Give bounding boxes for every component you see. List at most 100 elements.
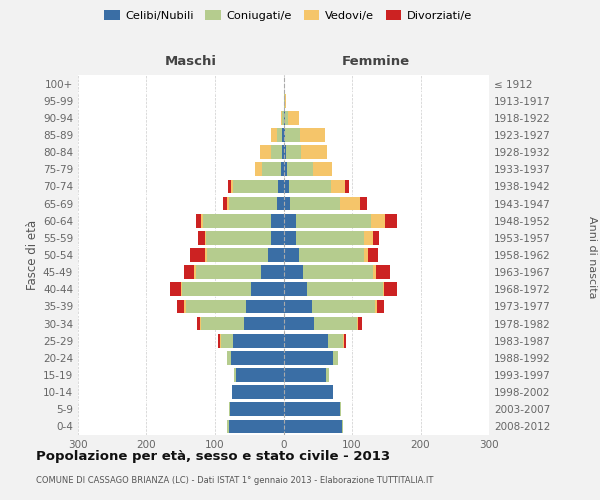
Text: Anni di nascita: Anni di nascita [587,216,597,298]
Bar [331,180,345,194]
Bar [246,300,284,314]
Bar [194,266,196,279]
Bar [230,402,284,416]
Bar [281,111,282,124]
Bar [231,351,284,364]
Bar [198,231,205,244]
Bar [284,231,296,244]
Bar [284,316,314,330]
Bar [344,334,346,347]
Bar [227,420,229,434]
Bar [262,162,281,176]
Bar [190,248,205,262]
Bar [375,300,377,314]
Bar [205,248,207,262]
Bar [284,196,290,210]
Bar [299,248,364,262]
Bar [185,300,246,314]
Bar [203,214,271,228]
Bar [368,248,378,262]
Bar [289,180,331,194]
Bar [170,282,181,296]
Bar [284,300,312,314]
Y-axis label: Fasce di età: Fasce di età [26,220,39,290]
Bar [296,231,364,244]
Bar [234,368,236,382]
Bar [227,351,231,364]
Bar [206,231,271,244]
Bar [286,146,301,159]
Bar [284,351,333,364]
Bar [218,334,220,347]
Bar [307,282,383,296]
Text: COMUNE DI CASSAGO BRIANZA (LC) - Dati ISTAT 1° gennaio 2013 - Elaborazione TUTTI: COMUNE DI CASSAGO BRIANZA (LC) - Dati IS… [36,476,433,485]
Bar [290,196,340,210]
Bar [296,214,371,228]
Bar [288,111,299,124]
Bar [377,300,383,314]
Bar [232,386,284,399]
Bar [285,94,286,108]
Bar [221,334,233,347]
Bar [202,214,203,228]
Bar [277,196,284,210]
Bar [343,334,344,347]
Bar [285,111,288,124]
Bar [314,316,357,330]
Bar [184,300,185,314]
Bar [301,146,326,159]
Bar [302,266,373,279]
Bar [182,282,251,296]
Bar [277,128,282,142]
Bar [364,248,368,262]
Bar [284,386,333,399]
Bar [223,196,227,210]
Bar [284,282,307,296]
Bar [284,94,285,108]
Bar [284,128,285,142]
Bar [205,231,206,244]
Bar [357,316,358,330]
Bar [371,214,385,228]
Bar [232,180,233,194]
Bar [376,266,389,279]
Bar [233,180,278,194]
Bar [284,180,289,194]
Bar [271,146,282,159]
Bar [284,248,299,262]
Bar [256,162,262,176]
Bar [284,214,296,228]
Bar [268,248,284,262]
Bar [340,196,360,210]
Bar [373,231,379,244]
Bar [284,111,285,124]
Bar [220,334,221,347]
Bar [326,368,329,382]
Bar [333,351,338,364]
Bar [284,266,302,279]
Bar [228,180,232,194]
Bar [271,214,284,228]
Bar [328,334,343,347]
Bar [282,146,284,159]
Bar [229,402,230,416]
Text: Femmine: Femmine [342,55,410,68]
Bar [271,231,284,244]
Bar [278,180,284,194]
Bar [282,111,284,124]
Bar [281,162,284,176]
Bar [364,231,373,244]
Bar [384,282,397,296]
Bar [251,282,284,296]
Bar [197,316,200,330]
Text: Popolazione per età, sesso e stato civile - 2013: Popolazione per età, sesso e stato civil… [36,450,390,463]
Bar [229,196,277,210]
Bar [385,214,397,228]
Bar [196,266,261,279]
Bar [178,300,184,314]
Text: Maschi: Maschi [165,55,217,68]
Bar [282,128,284,142]
Bar [244,316,284,330]
Bar [313,162,332,176]
Bar [300,128,325,142]
